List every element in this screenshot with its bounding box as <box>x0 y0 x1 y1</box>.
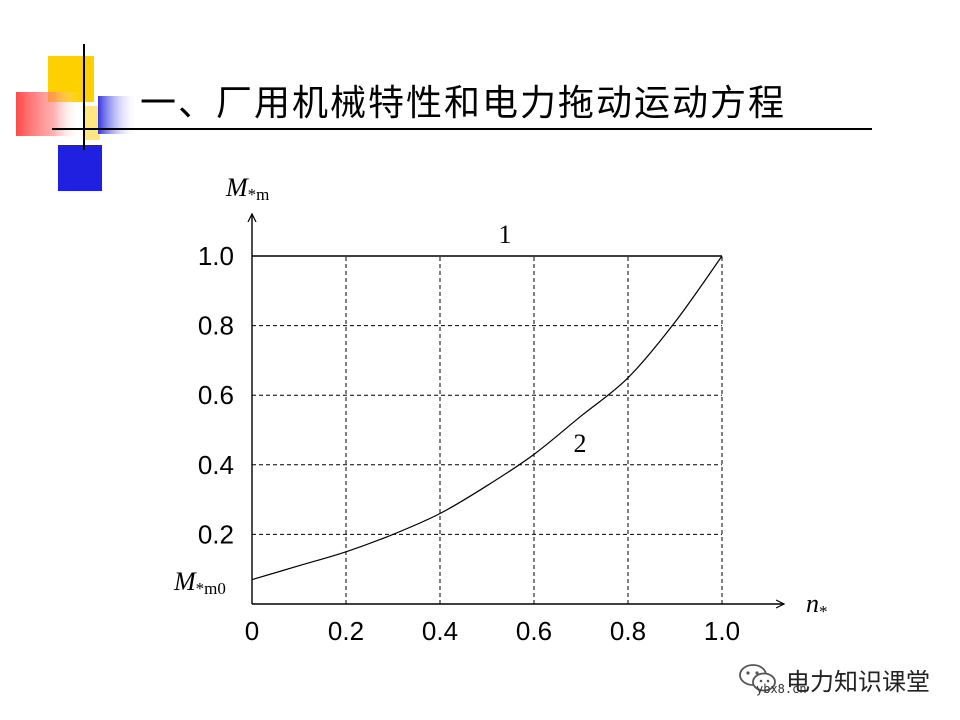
x-tick-label: 0 <box>245 616 259 646</box>
series-label-1: 1 <box>499 220 512 249</box>
y-tick-label: 1.0 <box>198 241 234 271</box>
axis-labels: 1 2 M*m M*m0 n* <box>173 173 828 621</box>
x-tick-label: 0.4 <box>422 616 458 646</box>
blue-square-fade <box>98 96 138 134</box>
axes <box>252 214 784 604</box>
x-axis-label: n* <box>806 589 828 621</box>
grid-lines <box>252 255 723 604</box>
y-tick-label: 0.6 <box>198 380 234 410</box>
x-tick-label: 0.6 <box>516 616 552 646</box>
decorative-squares <box>16 44 138 191</box>
y-intercept-label: M*m0 <box>173 567 226 598</box>
series-line-2 <box>251 255 723 581</box>
tick-labels: 0 0.2 0.4 0.6 0.8 1.0 0.2 0.4 0.6 0.8 1.0 <box>198 241 740 646</box>
wechat-icon <box>739 664 776 692</box>
watermark-brand: 电力知识课堂 <box>786 668 930 696</box>
watermark: 电力知识课堂 ybx8.cn <box>736 660 936 700</box>
title-underline <box>52 128 872 130</box>
x-tick-label: 0.8 <box>610 616 646 646</box>
y-axis-label: M*m <box>225 173 269 204</box>
y-tick-label: 0.2 <box>198 519 234 549</box>
x-tick-label: 1.0 <box>704 616 740 646</box>
yellow-square-small <box>84 106 100 140</box>
x-tick-label: 0.2 <box>328 616 364 646</box>
blue-square <box>58 145 102 191</box>
page-title: 一、厂用机械特性和电力拖动运动方程 <box>140 83 787 124</box>
y-tick-label: 0.8 <box>198 311 234 341</box>
series-label-2: 2 <box>574 429 587 458</box>
watermark-url: ybx8.cn <box>756 682 807 696</box>
y-tick-label: 0.4 <box>198 450 234 480</box>
series <box>251 255 723 581</box>
